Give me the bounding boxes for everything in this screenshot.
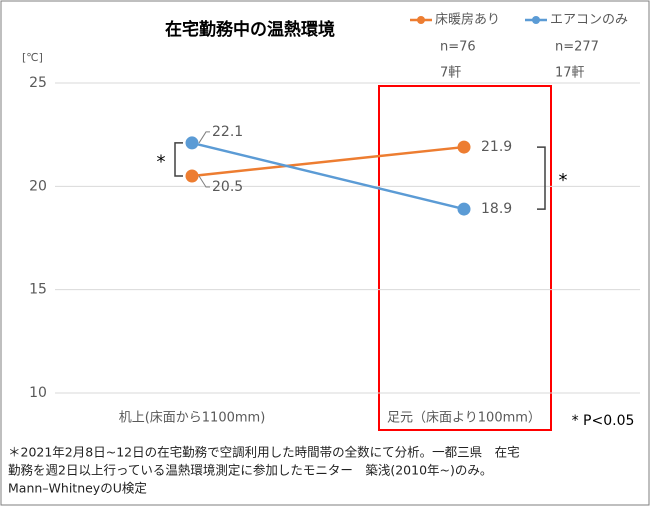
data-label: 18.9 — [481, 201, 512, 217]
data-label: 21.9 — [481, 139, 512, 155]
leader-line — [198, 131, 210, 144]
y-unit: [℃] — [22, 51, 43, 64]
legend-label: 床暖房あり — [435, 12, 500, 28]
bracket — [537, 146, 546, 210]
legend-n: n=76 — [440, 40, 476, 55]
significance-mark: * — [559, 170, 568, 191]
y-tick-label: 25 — [29, 75, 47, 91]
leader-line — [198, 175, 210, 188]
data-label: 20.5 — [212, 179, 243, 195]
significance-note: * P<0.05 — [572, 413, 635, 429]
point — [457, 140, 471, 154]
footnote: Mann–WhitneyのU検定 — [8, 481, 147, 496]
x-tick-label: 足元（床面より100mm） — [387, 411, 541, 426]
y-tick-label: 10 — [29, 385, 47, 401]
data-label: 22.1 — [212, 124, 243, 140]
legend-households: 7軒 — [440, 66, 461, 81]
y-tick-label: 15 — [29, 282, 47, 298]
point — [185, 136, 199, 150]
legend-marker — [417, 16, 425, 24]
legend-marker — [532, 16, 540, 24]
x-tick-label: 机上(床面から1100mm) — [119, 411, 266, 426]
highlight-box — [378, 85, 552, 431]
legend-n: n=277 — [555, 40, 599, 55]
footnote: ＊2021年2月8日~12日の在宅勤務で空調利用した時間帯の全数にて分析。一都三… — [8, 445, 520, 460]
point — [185, 169, 199, 183]
bracket — [174, 142, 183, 177]
legend-households: 17軒 — [555, 66, 585, 81]
chart-title: 在宅勤務中の温熱環境 — [165, 19, 335, 40]
series-line — [191, 141, 465, 211]
point — [457, 202, 471, 216]
footnote: 勤務を週2日以上行っている温熱環境測定に参加したモニター 築浅(2010年~)の… — [8, 463, 492, 478]
series-line — [191, 145, 465, 178]
y-tick-label: 20 — [29, 178, 47, 194]
legend-label: エアコンのみ — [550, 13, 628, 28]
significance-mark: * — [157, 151, 166, 172]
